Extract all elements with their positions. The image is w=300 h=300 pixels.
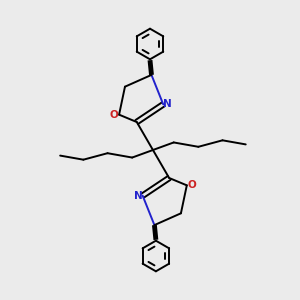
Text: N: N [163,99,172,110]
Text: O: O [110,110,118,120]
Text: N: N [134,190,142,201]
Text: O: O [188,180,197,190]
